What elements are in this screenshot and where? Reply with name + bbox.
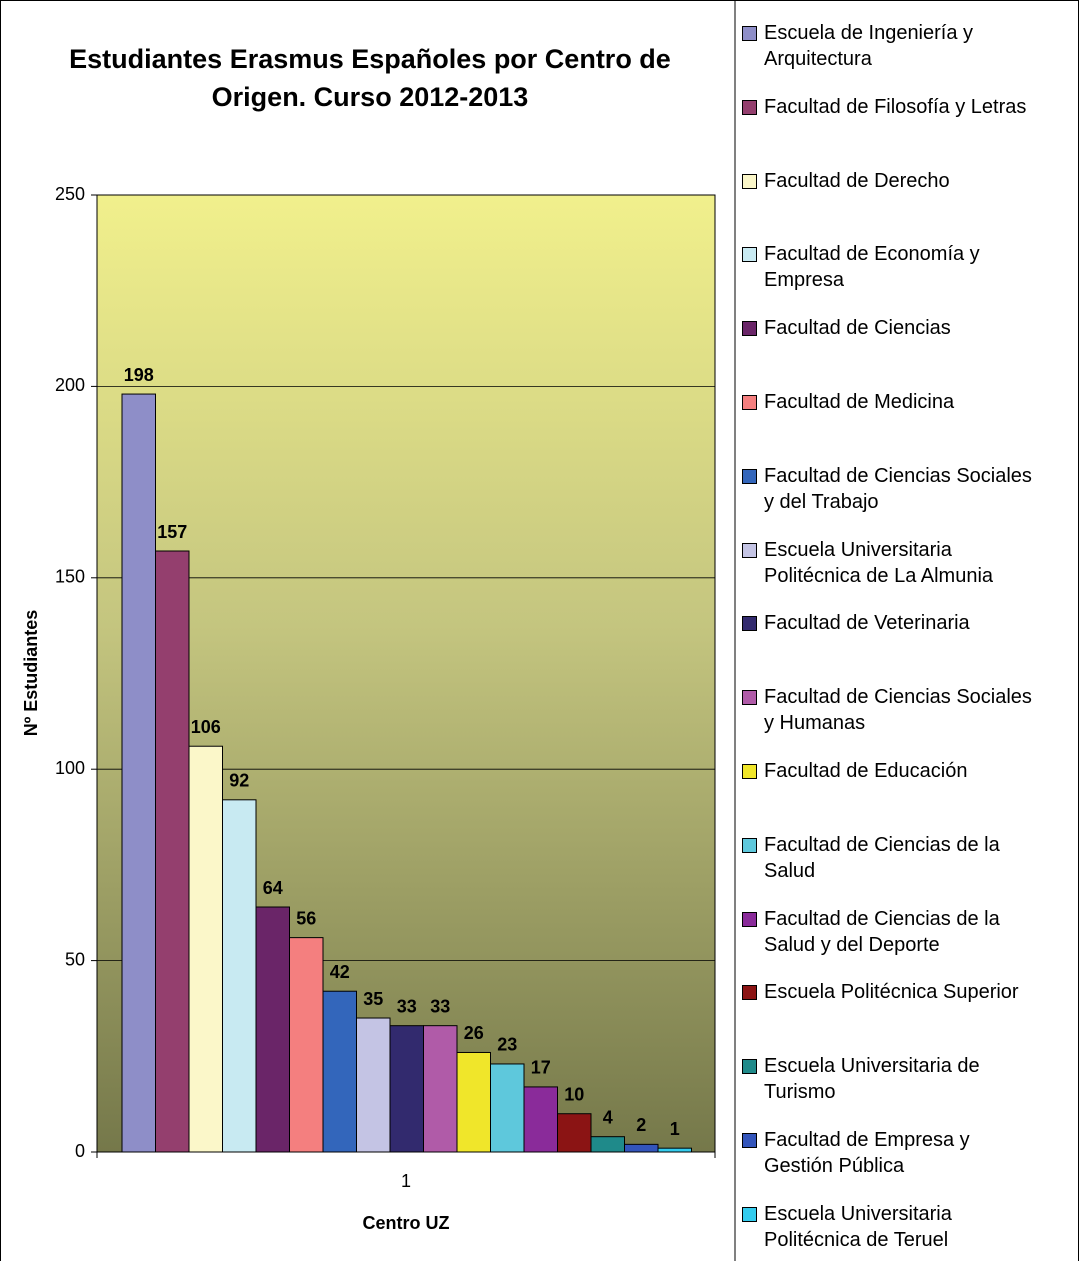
legend-swatch (742, 690, 757, 706)
value-label: 198 (124, 365, 154, 385)
legend-entry: Facultad de Ciencias Sociales y del Trab… (742, 463, 1042, 515)
legend-label: Facultad de Ciencias de la Salud (764, 833, 1000, 882)
bar (188, 745, 223, 1153)
legend-swatch (742, 911, 757, 927)
legend-swatch (742, 99, 757, 115)
legend-swatch (742, 173, 757, 189)
legend-label: Escuela de Ingeniería y Arquitectura (764, 22, 974, 70)
legend-entry: Facultad de Ciencias (742, 315, 1042, 341)
bar (289, 937, 324, 1153)
legend-swatch (742, 395, 757, 410)
value-label: 42 (330, 962, 350, 982)
legend-entry: Facultad de Educación (742, 758, 1042, 784)
legend-swatch (742, 985, 757, 1001)
legend-entry: Escuela de Ingeniería y Arquitectura (742, 20, 1042, 72)
bar (356, 1017, 391, 1153)
legend-label: Facultad de Ciencias de la Salud y del D… (764, 907, 1000, 956)
y-tick-label: 150 (55, 567, 85, 587)
legend-entry: Facultad de Derecho (742, 168, 1042, 194)
legend-swatch (742, 1059, 757, 1075)
legend-swatch (742, 837, 757, 853)
legend-entry: Escuela Universitaria de Turismo (742, 1053, 1042, 1105)
y-tick-label: 250 (55, 184, 85, 204)
legend-label: Facultad de Economía y Empresa (764, 243, 980, 292)
value-label: 23 (497, 1035, 517, 1055)
legend-entry: Facultad de Economía y Empresa (742, 241, 1042, 293)
legend-swatch (742, 1206, 757, 1222)
value-label: 10 (564, 1084, 584, 1104)
bar (121, 393, 156, 1153)
legend-entry: Facultad de Medicina (742, 389, 1042, 415)
x-axis-label: Centro UZ (363, 1213, 450, 1233)
bar (255, 906, 290, 1153)
legend-label: Escuela Politécnica Superior (764, 981, 1019, 1004)
legend-entry: Facultad de Ciencias de la Salud y del D… (742, 906, 1042, 958)
legend-label: Facultad de Medicina (764, 391, 955, 413)
value-label: 106 (191, 717, 221, 737)
chart-title: Estudiantes Erasmus Españoles por Centro… (69, 44, 671, 112)
legend-entry: Escuela Universitaria Politécnica de La … (742, 537, 1042, 589)
value-label: 64 (263, 878, 283, 898)
y-tick-label: 200 (55, 375, 85, 395)
bar (657, 1147, 692, 1153)
legend-swatch (742, 616, 757, 632)
legend-entry: Facultad de Ciencias de la Salud (742, 832, 1042, 884)
bar (523, 1086, 558, 1153)
y-axis-label: Nº Estudiantes (21, 610, 41, 737)
bar (423, 1025, 458, 1153)
bar (389, 1025, 424, 1153)
bar (155, 550, 190, 1153)
title-box: Estudiantes Erasmus Españoles por Centro… (69, 44, 671, 112)
bar (322, 990, 357, 1153)
bar (557, 1113, 592, 1153)
legend-entry: Escuela Politécnica Superior (742, 979, 1042, 1005)
bar (590, 1136, 625, 1153)
legend-label: Escuela Universitaria Politécnica de La … (764, 538, 994, 587)
legend-entry: Facultad de Empresa y Gestión Pública (742, 1127, 1042, 1179)
legend-entry: Escuela Universitaria Politécnica de Ter… (742, 1201, 1042, 1253)
value-label: 1 (670, 1119, 680, 1139)
legend-swatch (742, 321, 757, 337)
bar (456, 1051, 491, 1153)
legend-label: Escuela Universitaria de Turismo (764, 1055, 980, 1104)
legend-label: Facultad de Filosofía y Letras (764, 95, 1027, 118)
legend-swatch (742, 764, 757, 779)
legend-label: Facultad de Derecho (764, 169, 950, 192)
bar (222, 799, 257, 1153)
value-label: 56 (296, 908, 316, 928)
legend-label: Facultad de Veterinaria (764, 612, 970, 635)
legend-label: Facultad de Ciencias (764, 317, 951, 340)
legend-swatch (742, 468, 757, 484)
value-label: 26 (464, 1023, 484, 1043)
legend-swatch (742, 26, 757, 41)
legend-swatch (742, 542, 757, 558)
y-tick-label: 100 (55, 758, 85, 778)
y-tick-label: 50 (65, 949, 85, 969)
value-label: 17 (531, 1058, 551, 1078)
value-label: 33 (397, 996, 417, 1016)
legend-label: Escuela Universitaria Politécnica de Ter… (764, 1202, 952, 1251)
legend-entry: Facultad de Veterinaria (742, 610, 1042, 636)
value-label: 2 (636, 1115, 646, 1135)
legend-swatch (742, 1133, 757, 1148)
legend-entry: Facultad de Filosofía y Letras (742, 94, 1042, 120)
bar (490, 1063, 525, 1153)
y-tick-label: 0 (75, 1141, 85, 1161)
x-tick-label: 1 (401, 1171, 411, 1191)
value-label: 157 (157, 522, 187, 542)
legend-label: Facultad de Ciencias Sociales y del Trab… (764, 464, 1032, 513)
legend-entry: Facultad de Ciencias Sociales y Humanas (742, 684, 1042, 736)
legend-label: Facultad de Empresa y Gestión Pública (764, 1129, 970, 1177)
legend-label: Facultad de Ciencias Sociales y Humanas (764, 686, 1032, 735)
value-label: 33 (430, 996, 450, 1016)
legend-label: Facultad de Educación (764, 760, 968, 782)
legend-swatch (742, 247, 757, 263)
value-label: 4 (603, 1107, 613, 1127)
value-label: 92 (229, 771, 249, 791)
bar (624, 1143, 659, 1153)
value-label: 35 (363, 989, 383, 1009)
